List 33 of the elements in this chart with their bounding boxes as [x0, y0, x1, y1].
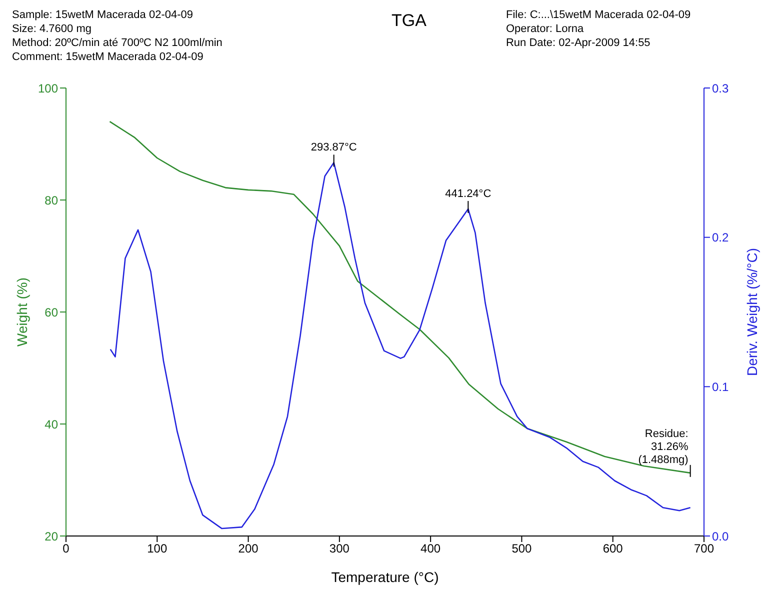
- x-tick-label: 100: [147, 542, 168, 556]
- y-tick-label: 20: [44, 529, 58, 544]
- x-tick-label: 600: [602, 542, 624, 556]
- annotation: 441.24°C: [445, 188, 492, 200]
- annotation: 293.87°C: [310, 142, 357, 154]
- y2-axis-title: Deriv. Weight (%/°C): [744, 248, 760, 376]
- x-tick-label: 500: [512, 542, 532, 556]
- x-tick-label: 200: [238, 542, 259, 556]
- y2-tick-label: 0.0: [712, 529, 730, 544]
- text: Method: 20ºC/min até 700ºC N2 100ml/min: [12, 36, 224, 50]
- y-axis-title: Weight (%): [14, 278, 30, 346]
- x-tick-label: 0: [62, 542, 70, 556]
- y2-tick-label: 0.2: [712, 230, 730, 245]
- x-tick-label: 700: [694, 542, 714, 556]
- text: Operator: Lorna: [506, 22, 585, 36]
- text: File: C:...\15wetM Macerada 02-04-09: [506, 8, 692, 22]
- chart-title: TGA: [392, 10, 426, 32]
- y-tick-label: 100: [38, 81, 58, 96]
- text: Comment: 15wetM Macerada 02-04-09: [12, 50, 204, 64]
- y-tick-label: 80: [44, 193, 58, 208]
- y2-tick-label: 0.3: [712, 81, 730, 96]
- text: Run Date: 02-Apr-2009 14:55: [506, 36, 652, 50]
- x-tick-label: 300: [329, 542, 350, 556]
- text: Size: 4.7600 mg: [12, 22, 92, 36]
- x-axis-title: Temperature (°C): [331, 569, 439, 585]
- line-series: [110, 162, 691, 530]
- y-tick-label: 60: [44, 305, 58, 320]
- y2-tick-label: 0.1: [712, 380, 730, 394]
- text: Sample: 15wetM Macerada 02-04-09: [12, 8, 194, 22]
- x-tick-label: 400: [420, 542, 441, 556]
- annotation: Residue: 31.26% (1.488mg): [638, 428, 689, 466]
- y-tick-label: 40: [44, 417, 58, 432]
- line-series: [109, 120, 691, 474]
